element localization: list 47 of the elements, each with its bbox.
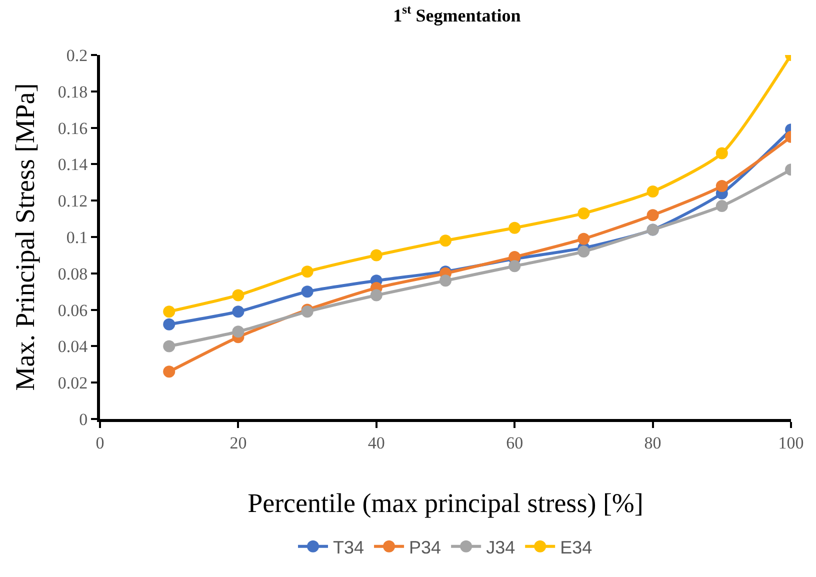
y-tick-label: 0.12 bbox=[58, 192, 88, 211]
point bbox=[301, 266, 314, 278]
y-tick-label: 0.1 bbox=[66, 228, 88, 247]
point bbox=[716, 200, 728, 212]
x-axis-title: Percentile (max principal stress) [%] bbox=[248, 488, 644, 518]
point bbox=[508, 260, 521, 272]
point bbox=[163, 366, 176, 378]
point bbox=[578, 207, 590, 220]
point bbox=[163, 340, 176, 352]
y-tick-label: 0 bbox=[79, 410, 88, 429]
x-tick-label: 80 bbox=[644, 433, 662, 452]
x-tick-label: 60 bbox=[506, 433, 524, 452]
point bbox=[646, 209, 659, 222]
y-tick-label: 0.08 bbox=[58, 264, 88, 284]
y-tick-label: 0.16 bbox=[58, 118, 88, 138]
point bbox=[232, 289, 244, 302]
legend-label: E34 bbox=[560, 537, 592, 558]
point bbox=[232, 326, 244, 338]
point bbox=[370, 289, 382, 302]
point bbox=[646, 186, 659, 198]
y-tick-label: 0.04 bbox=[58, 337, 88, 356]
legend-label: T34 bbox=[333, 537, 364, 558]
point bbox=[508, 222, 521, 234]
legend-label: J34 bbox=[486, 537, 516, 558]
point bbox=[578, 246, 590, 258]
y-axis-title: Max. Principal Stress [MPa] bbox=[10, 83, 40, 391]
point bbox=[163, 318, 176, 330]
point bbox=[716, 180, 728, 192]
y-tick-label: 0.14 bbox=[58, 155, 88, 174]
point bbox=[163, 306, 176, 318]
point bbox=[370, 249, 382, 262]
chart-title: 1$^{st}$ Segmentation bbox=[393, 2, 521, 26]
point bbox=[232, 306, 244, 318]
x-tick-label: 100 bbox=[778, 433, 804, 452]
point bbox=[716, 147, 728, 160]
point bbox=[578, 232, 590, 245]
y-tick-label: 0.06 bbox=[58, 300, 88, 320]
legend-label: P34 bbox=[409, 537, 442, 558]
point bbox=[440, 234, 452, 247]
y-tick-label: 0.18 bbox=[58, 82, 88, 102]
y-tick-label: 0.02 bbox=[58, 374, 88, 393]
point bbox=[301, 286, 314, 298]
y-tick-label: 0.2 bbox=[66, 46, 88, 65]
x-tick-label: 20 bbox=[230, 433, 247, 452]
point bbox=[440, 274, 452, 287]
x-tick-label: 0 bbox=[96, 433, 104, 452]
x-tick-label: 40 bbox=[368, 433, 385, 452]
